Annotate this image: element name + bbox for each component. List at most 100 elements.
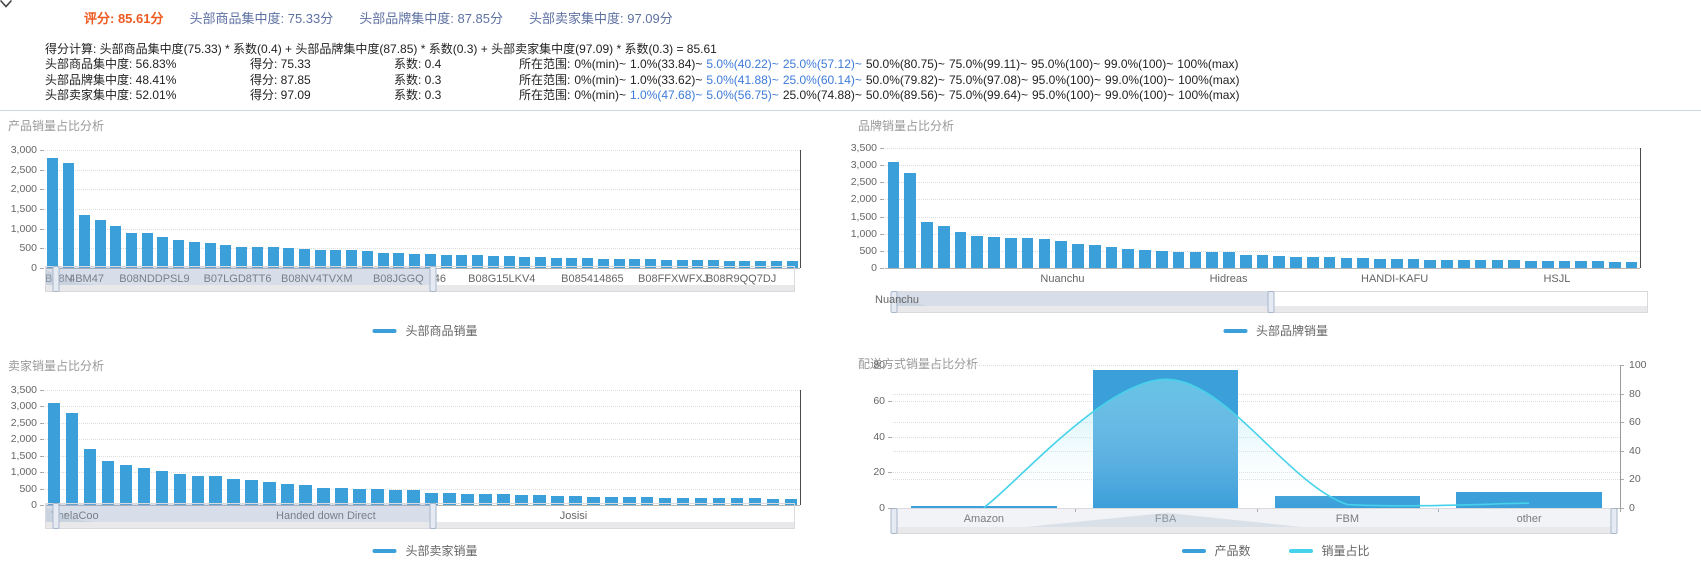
bar: [515, 495, 528, 505]
datazoom-handle[interactable]: [1610, 508, 1618, 534]
bar: [204, 243, 216, 268]
datazoom-handle[interactable]: [429, 503, 437, 529]
bar: [1374, 258, 1386, 268]
y-axis-tick: [1620, 393, 1624, 395]
bar: [1172, 251, 1185, 268]
datazoom-handle[interactable]: [1267, 291, 1274, 313]
legend-marker: [372, 328, 397, 333]
bar: [173, 240, 185, 268]
score-cell: 得分: 97.09: [250, 88, 311, 102]
datazoom-handle[interactable]: [52, 503, 60, 529]
legend-item[interactable]: 销量占比: [1288, 542, 1370, 559]
grid-line: [893, 393, 1620, 395]
bar: [503, 256, 515, 268]
y-axis-label: 0: [871, 262, 877, 274]
chart-title: 卖家销量占比分析: [8, 359, 105, 373]
chart-legend[interactable]: 产品数 销量占比: [1181, 542, 1370, 559]
chart-legend[interactable]: 头部卖家销量: [372, 542, 478, 559]
datazoom-slider[interactable]: [45, 266, 795, 292]
metric-cell: 头部品牌集中度: 48.41%: [45, 72, 177, 87]
y-axis-label: 1,500: [10, 203, 37, 215]
y-axis-tick: [888, 400, 892, 402]
datazoom-slider[interactable]: [890, 508, 1618, 534]
y-axis-tick: [40, 439, 44, 441]
bar: [1072, 243, 1084, 268]
bar: [346, 250, 358, 268]
bar: [1105, 246, 1118, 268]
bar: [766, 498, 780, 505]
chart-legend[interactable]: 头部品牌销量: [1222, 322, 1328, 339]
bar: [479, 494, 492, 505]
grid-line: [885, 165, 1640, 167]
datazoom-slider[interactable]: Nuanchu: [875, 291, 1648, 313]
bar: [101, 460, 115, 505]
datazoom-slider[interactable]: [45, 503, 795, 529]
y-axis-tick: [880, 233, 884, 235]
datazoom-handle[interactable]: [429, 266, 437, 292]
y-axis-tick: [1620, 508, 1624, 509]
bar: [533, 495, 546, 505]
bar: [263, 482, 276, 505]
bar: [281, 483, 294, 505]
chart-legend[interactable]: 头部商品销量: [372, 322, 478, 339]
calc-row: 头部品牌集中度: 48.41% 得分: 87.85 系数: 0.3 所在范围: 0%(m…: [45, 73, 1691, 89]
range-segment: 50.0%(80.75)~: [865, 57, 945, 71]
legend-item[interactable]: 产品数: [1181, 542, 1251, 559]
y-axis-label: 2,500: [10, 163, 37, 176]
calc-row: 头部卖家集中度: 52.01% 得分: 97.09 系数: 0.3 所在范围: 0%(m…: [45, 88, 1691, 104]
range-segment: 1.0%(47.68)~: [630, 88, 703, 102]
y-axis-tick: [40, 248, 44, 250]
bar: [65, 413, 79, 505]
chart-plot-area: 0 20 40 60 80 0 20 40 60 80 100 Amazon FBA FBM other: [873, 359, 1647, 534]
y-axis-tick: [888, 365, 892, 366]
legend-item[interactable]: 头部卖家销量: [372, 542, 478, 559]
datazoom-handle[interactable]: [890, 508, 898, 534]
bar: [1592, 261, 1604, 268]
range-segment: 75.0%(99.64)~: [948, 88, 1028, 102]
y-axis-label: 60: [1629, 416, 1641, 429]
bar: [1608, 261, 1621, 268]
datazoom-track-bottom: [46, 285, 794, 291]
bar: [1541, 260, 1554, 268]
bar: [645, 259, 657, 268]
y-axis-tick: [1620, 450, 1624, 452]
x-tick-label: Amazon: [963, 513, 1005, 525]
datazoom-handle[interactable]: [890, 291, 898, 313]
bar: [335, 487, 348, 505]
bar: [63, 162, 75, 268]
bar: [1625, 261, 1638, 268]
bar: [1491, 260, 1504, 268]
x-tick-label: 4BM47: [69, 273, 104, 285]
chart-panel-product-sales: 产品销量占比分析 0 500 1,000 1,500 2,000 2,500 3,000 B0…: [0, 112, 850, 345]
bar: [47, 403, 61, 505]
y-axis-label: 1,500: [850, 210, 877, 223]
bar: [393, 253, 405, 268]
bar: [786, 261, 798, 268]
legend-item[interactable]: 头部品牌销量: [1222, 322, 1328, 339]
y-axis-tick: [40, 422, 44, 424]
x-tick-label: Hidreas: [1209, 273, 1248, 285]
y-axis-label: 2,500: [10, 416, 37, 429]
bar: [110, 226, 122, 268]
bar: [712, 498, 726, 505]
bar: [371, 489, 384, 505]
bar: [1290, 256, 1302, 268]
datazoom-handle[interactable]: [52, 266, 60, 292]
y-axis-label: 3,500: [10, 384, 37, 396]
bar: [126, 233, 137, 268]
legend-item[interactable]: 头部商品销量: [372, 322, 478, 339]
y-axis-label: 3,000: [850, 159, 877, 172]
range-segment: 100%(max): [1178, 88, 1240, 102]
range-segment: 95.0%(100)~: [1032, 88, 1102, 102]
bar: [1004, 237, 1017, 268]
grid-line: [885, 233, 1640, 235]
grid-line: [893, 400, 1620, 402]
x-tick-label: B07LGD8TT6: [203, 273, 272, 285]
x-axis-tick: [1620, 508, 1621, 512]
x-tick-label: Handed down Direct: [276, 510, 376, 522]
x-tick-label: 46: [433, 273, 446, 285]
y-axis-tick: [40, 228, 44, 230]
y-axis-tick: [888, 472, 892, 474]
bar: [1558, 260, 1571, 268]
collapse-chevron-icon[interactable]: [0, 0, 58, 24]
